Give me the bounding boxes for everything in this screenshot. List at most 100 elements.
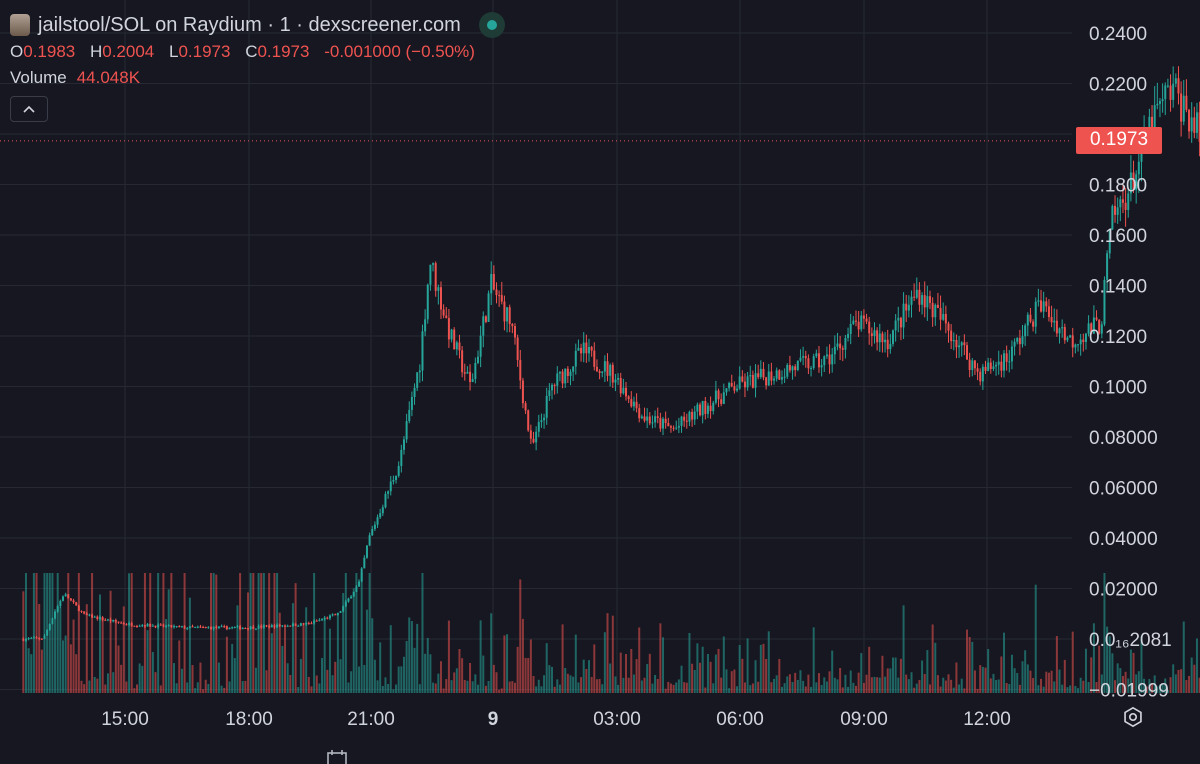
volume-bar	[35, 573, 38, 693]
volume-bar	[939, 686, 942, 693]
candle-body	[93, 616, 96, 618]
candle-body	[389, 481, 392, 492]
candle-body	[513, 326, 516, 338]
candle-body	[500, 295, 503, 302]
candle-body	[614, 379, 617, 383]
volume-bar	[22, 591, 25, 693]
volume-bar	[125, 681, 128, 693]
candle-body	[1026, 314, 1029, 326]
candle-body	[75, 602, 78, 606]
volume-bar	[981, 666, 984, 693]
volume-bar	[352, 588, 355, 693]
volume-bar	[495, 672, 498, 693]
candle-body	[40, 638, 43, 640]
candle-body	[442, 309, 445, 316]
volume-bar	[389, 625, 392, 693]
collapse-legend-button[interactable]	[10, 96, 48, 122]
candle-body	[1116, 207, 1119, 215]
candle-body	[590, 346, 593, 351]
candle-body	[212, 626, 215, 630]
volume-bar	[1061, 684, 1064, 693]
volume-bar	[1151, 683, 1154, 693]
candle-body	[1098, 319, 1101, 334]
volume-bar	[1127, 678, 1130, 693]
volume-bar	[342, 593, 345, 693]
candle-body	[154, 625, 157, 628]
candle-body	[899, 317, 902, 328]
candle-body	[165, 625, 168, 627]
candle-body	[1195, 112, 1198, 133]
volume-bar	[704, 687, 707, 693]
volume-bar	[1172, 664, 1175, 693]
candle-body	[876, 330, 879, 343]
candle-body	[1024, 325, 1027, 337]
volume-bar	[1074, 685, 1077, 693]
candle-body	[979, 371, 982, 382]
volume-bar	[289, 675, 292, 693]
volume-bar	[1042, 686, 1045, 693]
volume-bar	[101, 617, 104, 693]
candle-body	[751, 375, 754, 388]
volume-bar	[207, 683, 210, 693]
candle-body	[767, 371, 770, 386]
volume-bar	[487, 680, 490, 693]
candle-body	[125, 624, 128, 626]
volume-bar	[791, 682, 794, 693]
volume-bar	[83, 684, 86, 693]
volume-bar	[527, 658, 530, 693]
volume-bar	[260, 573, 263, 693]
volume-bar	[640, 680, 643, 693]
candle-body	[770, 371, 773, 381]
volume-bar	[854, 685, 857, 693]
candle-body	[791, 366, 794, 371]
volume-bar	[1040, 678, 1043, 693]
candle-body	[310, 623, 313, 625]
candle-body	[402, 439, 405, 450]
volume-bar	[1000, 656, 1003, 693]
candle-body	[588, 346, 591, 354]
candle-body	[1003, 353, 1006, 371]
volume-bar	[159, 685, 162, 693]
candle-body	[585, 342, 588, 354]
candle-body	[458, 342, 461, 351]
candle-body	[273, 625, 276, 628]
volume-bar	[973, 670, 976, 693]
volume-bar	[614, 676, 617, 693]
volume-bar	[778, 658, 781, 693]
volume-bar	[1143, 678, 1146, 693]
candle-body	[524, 403, 527, 411]
volume-bar	[667, 681, 670, 693]
status-indicator[interactable]	[478, 12, 505, 38]
candle-body	[532, 438, 535, 443]
volume-bar	[484, 685, 487, 693]
volume-bar	[823, 677, 826, 693]
candle-body	[27, 638, 30, 640]
volume-bar	[120, 664, 123, 693]
volume-bar	[746, 638, 749, 693]
volume-bar	[249, 573, 252, 693]
volume-bar	[482, 655, 485, 693]
candle-body	[921, 295, 924, 305]
low-label: L	[168, 42, 179, 61]
gear-icon[interactable]	[1122, 706, 1144, 728]
volume-bar	[1100, 674, 1103, 693]
volume-bar	[236, 605, 239, 693]
volume-bar	[196, 682, 199, 693]
candle-body	[376, 517, 379, 525]
volume-bar	[757, 681, 760, 693]
candle-body	[373, 524, 376, 530]
candle-body	[675, 427, 678, 429]
volume-bar	[572, 676, 575, 693]
candle-body	[492, 273, 495, 290]
candle-body	[511, 324, 514, 327]
volume-bar	[788, 674, 791, 693]
candle-body	[490, 273, 493, 294]
volume-bar	[886, 668, 889, 693]
candle-body	[646, 416, 649, 421]
volume-bar	[405, 640, 408, 693]
volume-bar	[112, 672, 115, 693]
candle-body	[580, 347, 583, 354]
candle-body	[839, 343, 842, 349]
calendar-icon[interactable]	[326, 750, 348, 764]
